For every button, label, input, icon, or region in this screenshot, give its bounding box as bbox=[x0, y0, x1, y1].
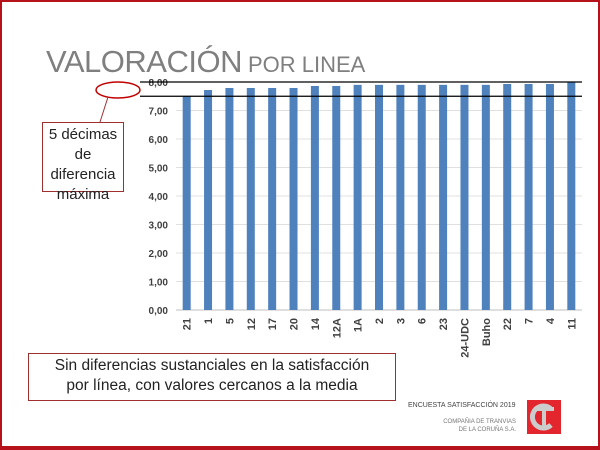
x-tick-label: 6 bbox=[417, 318, 429, 324]
x-tick-label: Buho bbox=[481, 318, 493, 346]
bar bbox=[332, 85, 341, 311]
bar bbox=[353, 84, 362, 310]
bar bbox=[289, 87, 298, 310]
bar bbox=[567, 81, 576, 310]
x-tick-label: 21 bbox=[182, 318, 194, 330]
bar bbox=[246, 87, 255, 310]
bar bbox=[182, 95, 191, 310]
x-tick-label: 7 bbox=[524, 318, 536, 324]
x-tick-label: 4 bbox=[545, 317, 557, 324]
x-tick-label: 20 bbox=[289, 318, 301, 330]
x-tick-label: 1A bbox=[353, 318, 365, 332]
callout-box: 5 décimas de diferencia máxima bbox=[42, 122, 124, 203]
y-tick-label: 1,00 bbox=[149, 278, 169, 289]
tc-logo-icon bbox=[530, 403, 554, 431]
x-tick-label: 5 bbox=[224, 318, 236, 324]
y-tick-label: 4,00 bbox=[149, 192, 169, 203]
y-tick-label: 5,00 bbox=[149, 164, 169, 175]
y-tick-label: 3,00 bbox=[149, 221, 169, 232]
y-tick-label: 7,00 bbox=[149, 107, 169, 118]
x-tick-label: 24-UDC bbox=[459, 318, 471, 358]
title-main: VALORACIÓN bbox=[46, 44, 242, 79]
x-tick-label: 3 bbox=[395, 318, 407, 324]
callout-line: 5 décimas bbox=[48, 126, 118, 143]
bar bbox=[417, 84, 426, 310]
callout-pointer bbox=[99, 96, 109, 123]
highlight-ellipse bbox=[95, 81, 141, 99]
bar bbox=[481, 84, 490, 310]
bar bbox=[204, 89, 213, 310]
title-sub: POR LINEA bbox=[247, 52, 366, 77]
x-tick-label: 14 bbox=[310, 317, 322, 330]
bar bbox=[460, 84, 469, 310]
y-tick-label: 0,00 bbox=[149, 306, 169, 317]
x-tick-label: 11 bbox=[566, 318, 578, 330]
bar bbox=[524, 83, 533, 311]
company-name: COMPAÑIA DE TRANVIAS DE LA CORUÑA S.A. bbox=[400, 418, 516, 434]
x-tick-label: 22 bbox=[502, 318, 514, 330]
bar bbox=[545, 83, 554, 311]
x-tick-label: 17 bbox=[267, 318, 279, 330]
note-line: Sin diferencias sustanciales en la satis… bbox=[54, 357, 370, 374]
x-tick-label: 2 bbox=[374, 318, 386, 324]
bar bbox=[375, 84, 383, 310]
callout-line: máxima bbox=[56, 186, 110, 203]
bar bbox=[310, 85, 319, 311]
bar bbox=[268, 87, 277, 310]
y-tick-label: 6,00 bbox=[149, 135, 169, 146]
y-tick-label: 2,00 bbox=[149, 249, 169, 260]
bar bbox=[225, 87, 234, 310]
x-tick-label: 12A bbox=[331, 318, 343, 338]
survey-label: ENCUESTA SATISFACCIÓN 2019 bbox=[408, 402, 516, 409]
x-tick-label: 1 bbox=[203, 318, 215, 324]
company-line: DE LA CORUÑA S.A. bbox=[458, 427, 516, 433]
bar bbox=[439, 84, 448, 310]
company-logo bbox=[527, 400, 561, 434]
slide-title: VALORACIÓN POR LINEA bbox=[46, 44, 365, 80]
note-line: por línea, con valores cercanos a la med… bbox=[66, 377, 358, 394]
x-tick-label: 23 bbox=[438, 318, 450, 330]
callout-line: de diferencia bbox=[50, 146, 116, 183]
bar bbox=[503, 83, 512, 311]
y-tick-label: 8,00 bbox=[149, 78, 169, 89]
bar bbox=[396, 84, 405, 310]
company-line: COMPAÑIA DE TRANVIAS bbox=[443, 419, 516, 425]
conclusion-box: Sin diferencias sustanciales en la satis… bbox=[28, 353, 396, 401]
x-tick-label: 12 bbox=[246, 318, 258, 330]
